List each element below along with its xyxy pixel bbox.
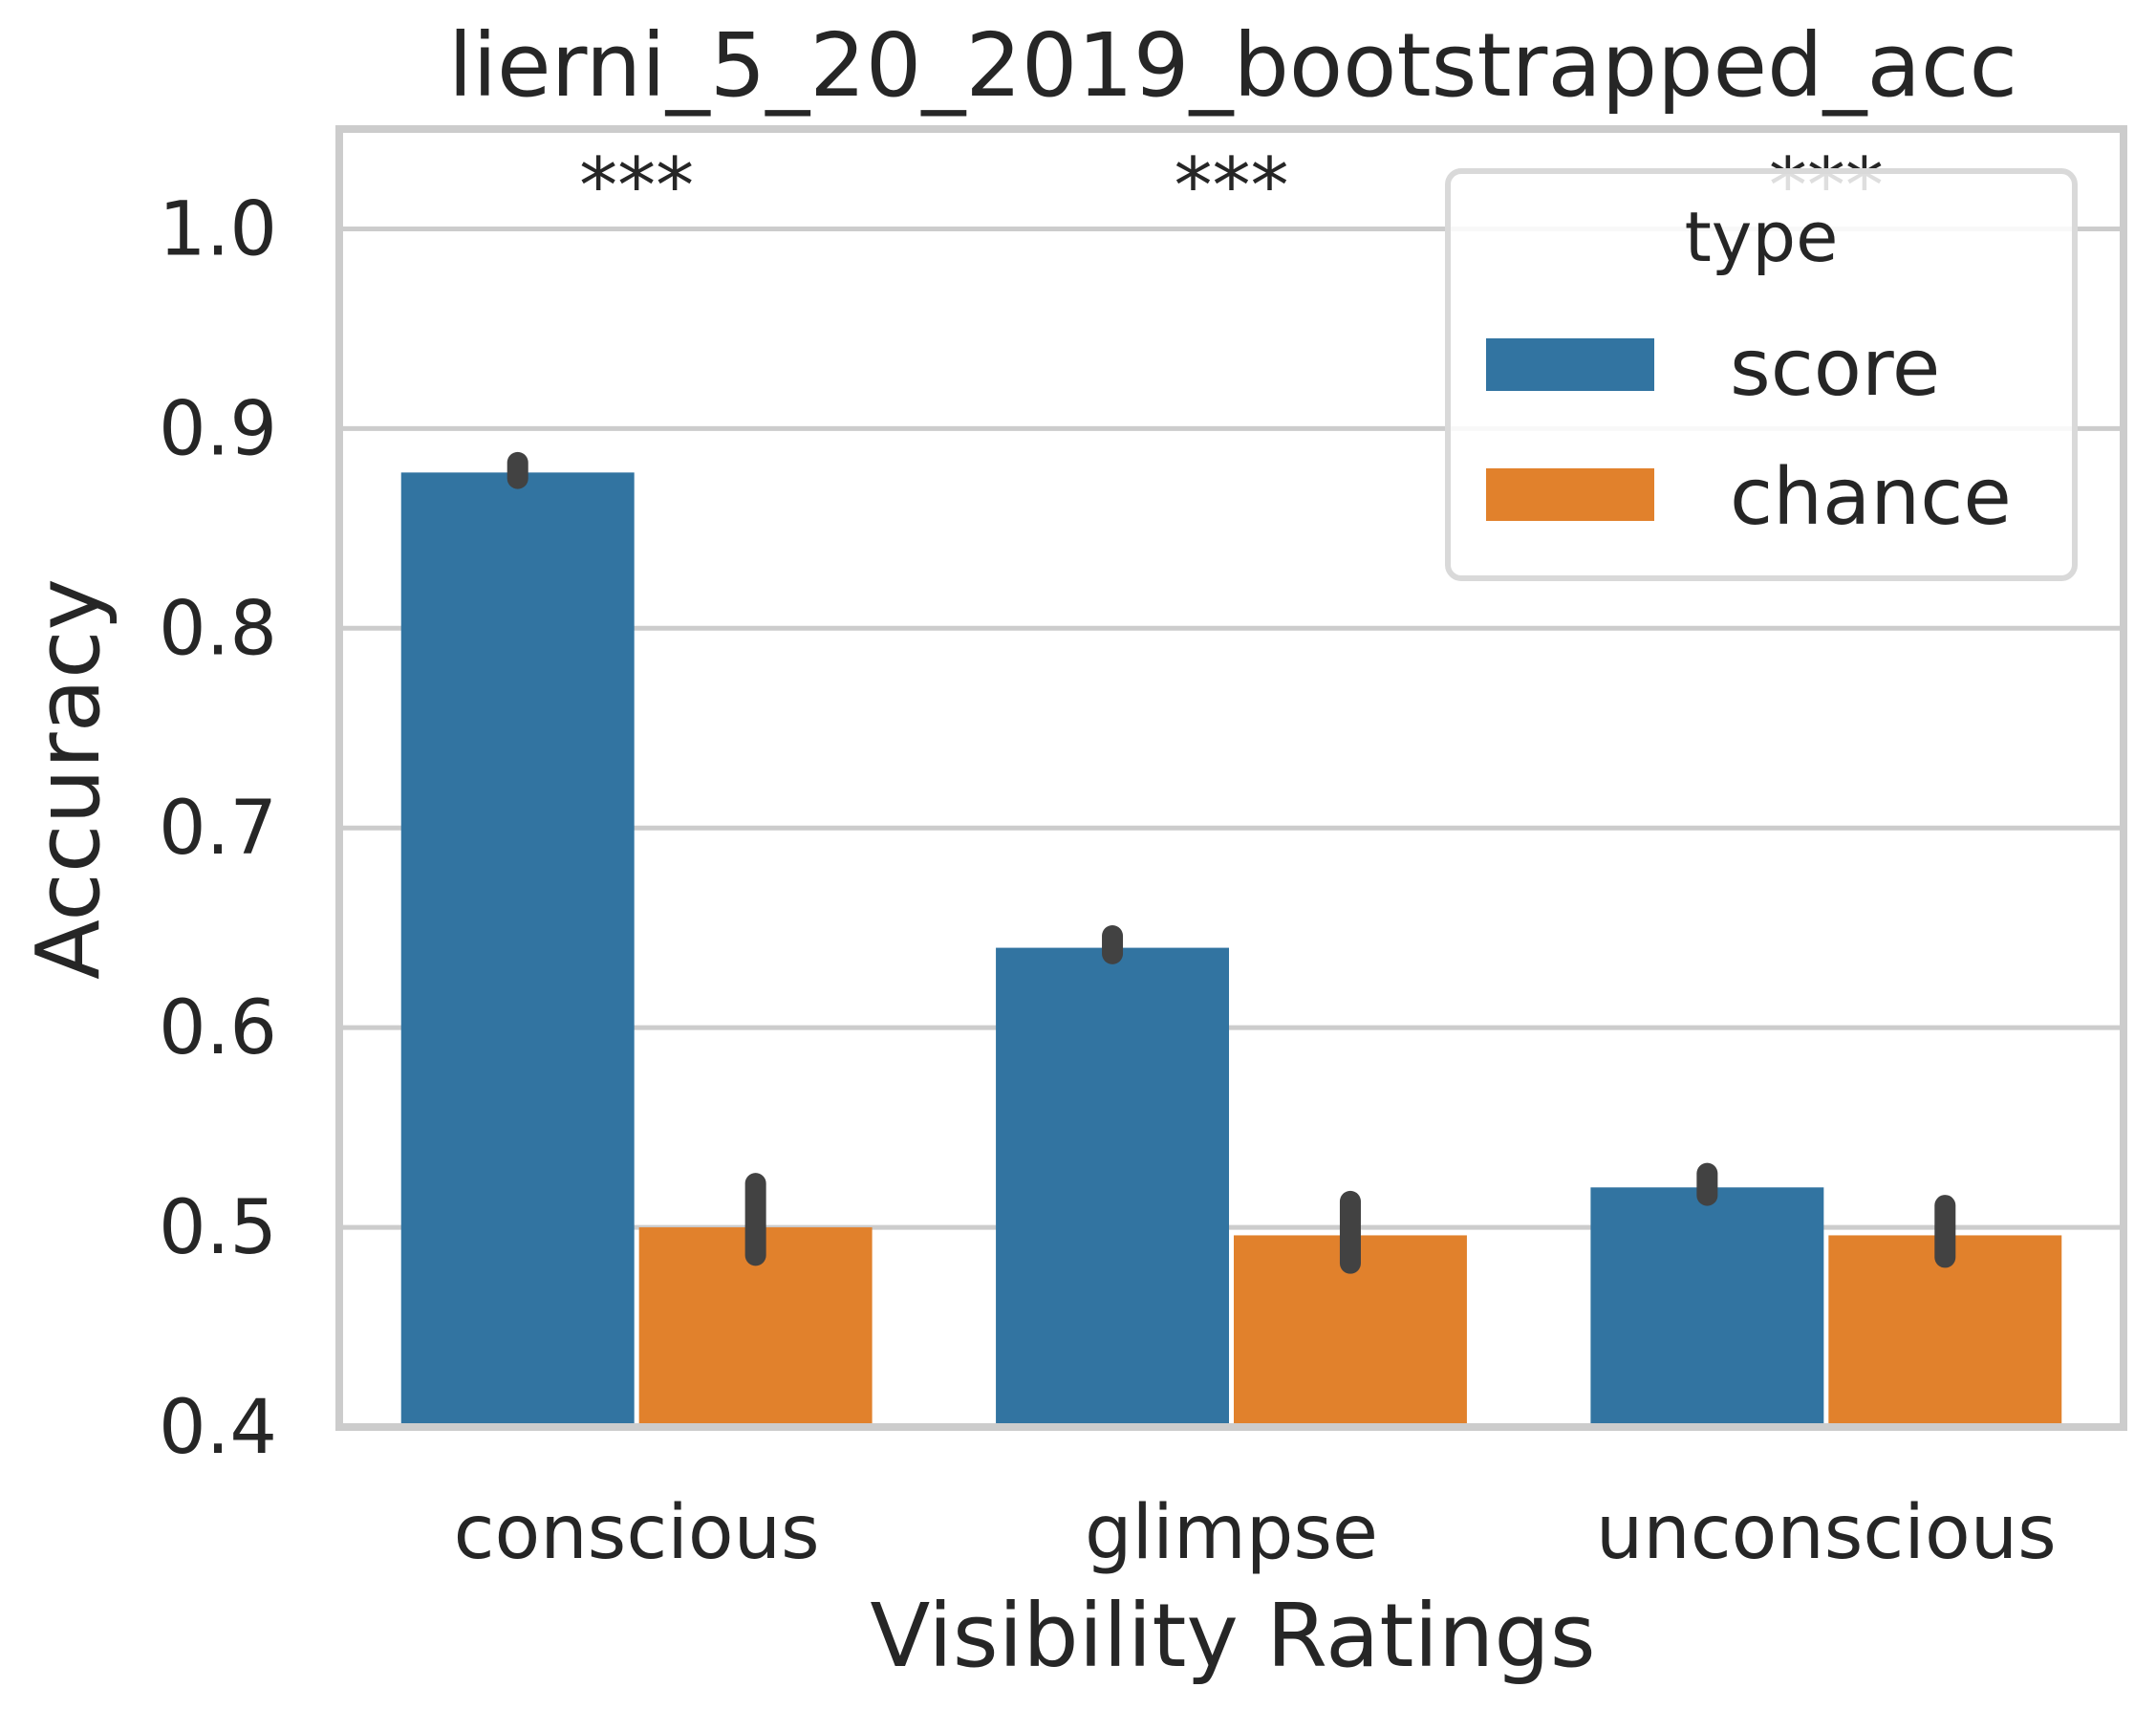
- x-tick-label-glimpse: glimpse: [1085, 1490, 1378, 1576]
- legend-label-score: score: [1730, 323, 1940, 414]
- x-tick-label-conscious: conscious: [454, 1490, 820, 1576]
- y-tick-label-1.0: 1.0: [159, 186, 277, 272]
- grid-lines: [339, 226, 2124, 1430]
- error-bars: [507, 451, 1956, 1274]
- y-tick-label-0.5: 0.5: [159, 1185, 277, 1271]
- y-tick-label-0.6: 0.6: [159, 985, 277, 1071]
- y-tick-labels: 0.4 0.5 0.6 0.7 0.8 0.9 1.0: [159, 186, 277, 1471]
- x-tick-labels: conscious glimpse unconscious: [454, 1490, 2057, 1576]
- x-axis-label: Visibility Ratings: [870, 1585, 1595, 1687]
- y-tick-label-0.7: 0.7: [159, 786, 277, 872]
- bar-score-unconscious: [1590, 1187, 1824, 1427]
- y-tick-label-0.8: 0.8: [159, 586, 277, 672]
- chart-title: lierni_5_20_2019_bootstrapped_acc: [448, 14, 2017, 117]
- y-axis-label: Accuracy: [17, 578, 119, 980]
- y-tick-label-0.9: 0.9: [159, 386, 277, 472]
- legend-title: type: [1685, 197, 1839, 277]
- legend: type score chance: [1445, 168, 2078, 581]
- bars: [400, 472, 2062, 1428]
- significance-stars-conscious: ***: [579, 141, 694, 230]
- legend-swatch-chance: [1486, 468, 1654, 521]
- y-tick-label-0.4: 0.4: [159, 1385, 277, 1471]
- significance-stars-glimpse: ***: [1175, 141, 1289, 230]
- bar-score-glimpse: [996, 947, 1229, 1427]
- bar-score-conscious: [400, 472, 635, 1428]
- plot-frame: [335, 125, 2127, 1431]
- legend-swatch-score: [1486, 338, 1654, 391]
- legend-label-chance: chance: [1730, 452, 2012, 543]
- x-tick-label-unconscious: unconscious: [1596, 1490, 2057, 1576]
